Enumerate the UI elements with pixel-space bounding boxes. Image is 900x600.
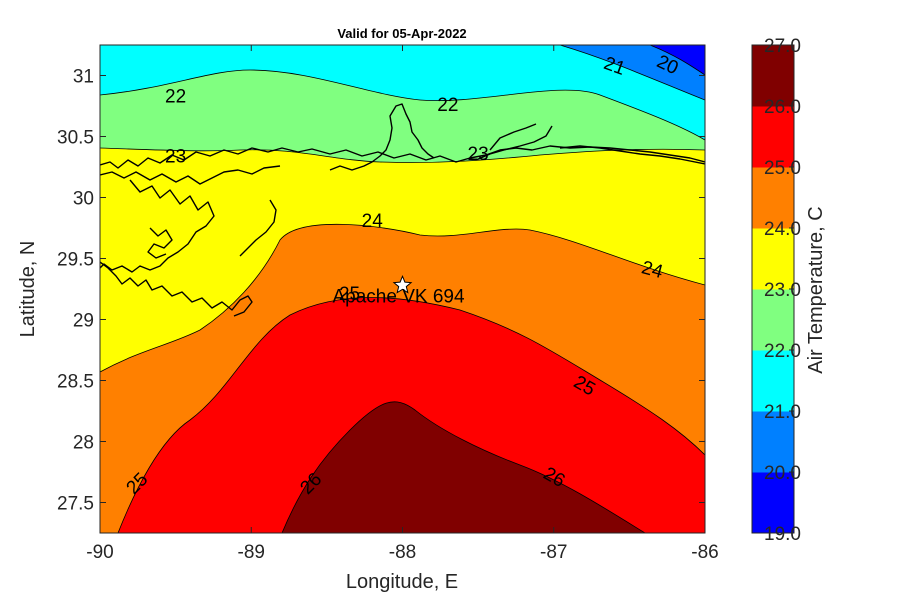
contour-label: 22 (165, 86, 186, 107)
x-tick-label: -87 (540, 542, 567, 563)
colorbar-band (752, 411, 794, 473)
y-tick-label: 29.5 (57, 250, 94, 271)
colorbar-tick-label: 24.0 (764, 219, 801, 240)
colorbar-tick-label: 21.0 (764, 402, 801, 423)
colorbar-tick-label: 19.0 (764, 524, 801, 545)
colorbar-band (752, 289, 794, 351)
x-axis: -90 -89 -88 -87 -86 (86, 45, 719, 563)
band-19-20 (650, 45, 705, 75)
contour-lines (100, 45, 705, 533)
y-tick-label: 28.5 (57, 372, 94, 393)
colorbar-band (752, 350, 794, 412)
contour-label: 23 (468, 144, 489, 165)
y-tick-label: 29 (73, 311, 94, 332)
colorbar (751, 44, 795, 534)
colorbar-tick-label: 26.0 (764, 97, 801, 118)
y-axis: 27.5 28 28.5 29 29.5 30 30.5 31 (57, 67, 705, 515)
colorbar-tick-label: 23.0 (764, 280, 801, 301)
colorbar-band (752, 167, 794, 229)
y-tick-label: 30 (73, 189, 94, 210)
y-tick-label: 31 (73, 67, 94, 88)
contour-label: 22 (437, 95, 458, 116)
colorbar-band (752, 228, 794, 290)
y-axis-label: Latitude, N (17, 241, 39, 338)
colorbar-tick-label: 20.0 (764, 463, 801, 484)
contour-label: 25 (339, 284, 360, 305)
x-tick-label: -86 (691, 542, 718, 563)
station-marker: Apache VK 694 (333, 274, 465, 307)
colorbar-band (752, 472, 794, 534)
x-tick-label: -89 (238, 542, 265, 563)
coastline (100, 103, 705, 317)
x-tick-label: -90 (86, 542, 113, 563)
contour-label: 24 (362, 211, 384, 232)
x-tick-label: -88 (389, 542, 416, 563)
colorbar-band (752, 45, 794, 107)
colorbar-band (752, 106, 794, 168)
colorbar-ticks: 19.0 20.0 21.0 22.0 23.0 24.0 25.0 26.0 27.0 (764, 36, 801, 545)
map-title: Valid for 05-Apr-2022 (337, 26, 466, 41)
x-axis-label: Longitude, E (346, 571, 458, 593)
band-26-27 (282, 401, 645, 533)
colorbar-tick-label: 22.0 (764, 341, 801, 362)
colorbar-label: Air Temperature, C (805, 206, 827, 373)
contour-label: 23 (165, 146, 186, 167)
station-label: Apache VK 694 (333, 286, 465, 307)
star-icon (392, 274, 413, 294)
y-tick-label: 30.5 (57, 128, 94, 149)
y-tick-label: 27.5 (57, 494, 94, 515)
colorbar-tick-label: 25.0 (764, 158, 801, 179)
colorbar-tick-label: 27.0 (764, 36, 801, 57)
y-tick-label: 28 (73, 433, 94, 454)
band-20-21 (560, 45, 705, 100)
